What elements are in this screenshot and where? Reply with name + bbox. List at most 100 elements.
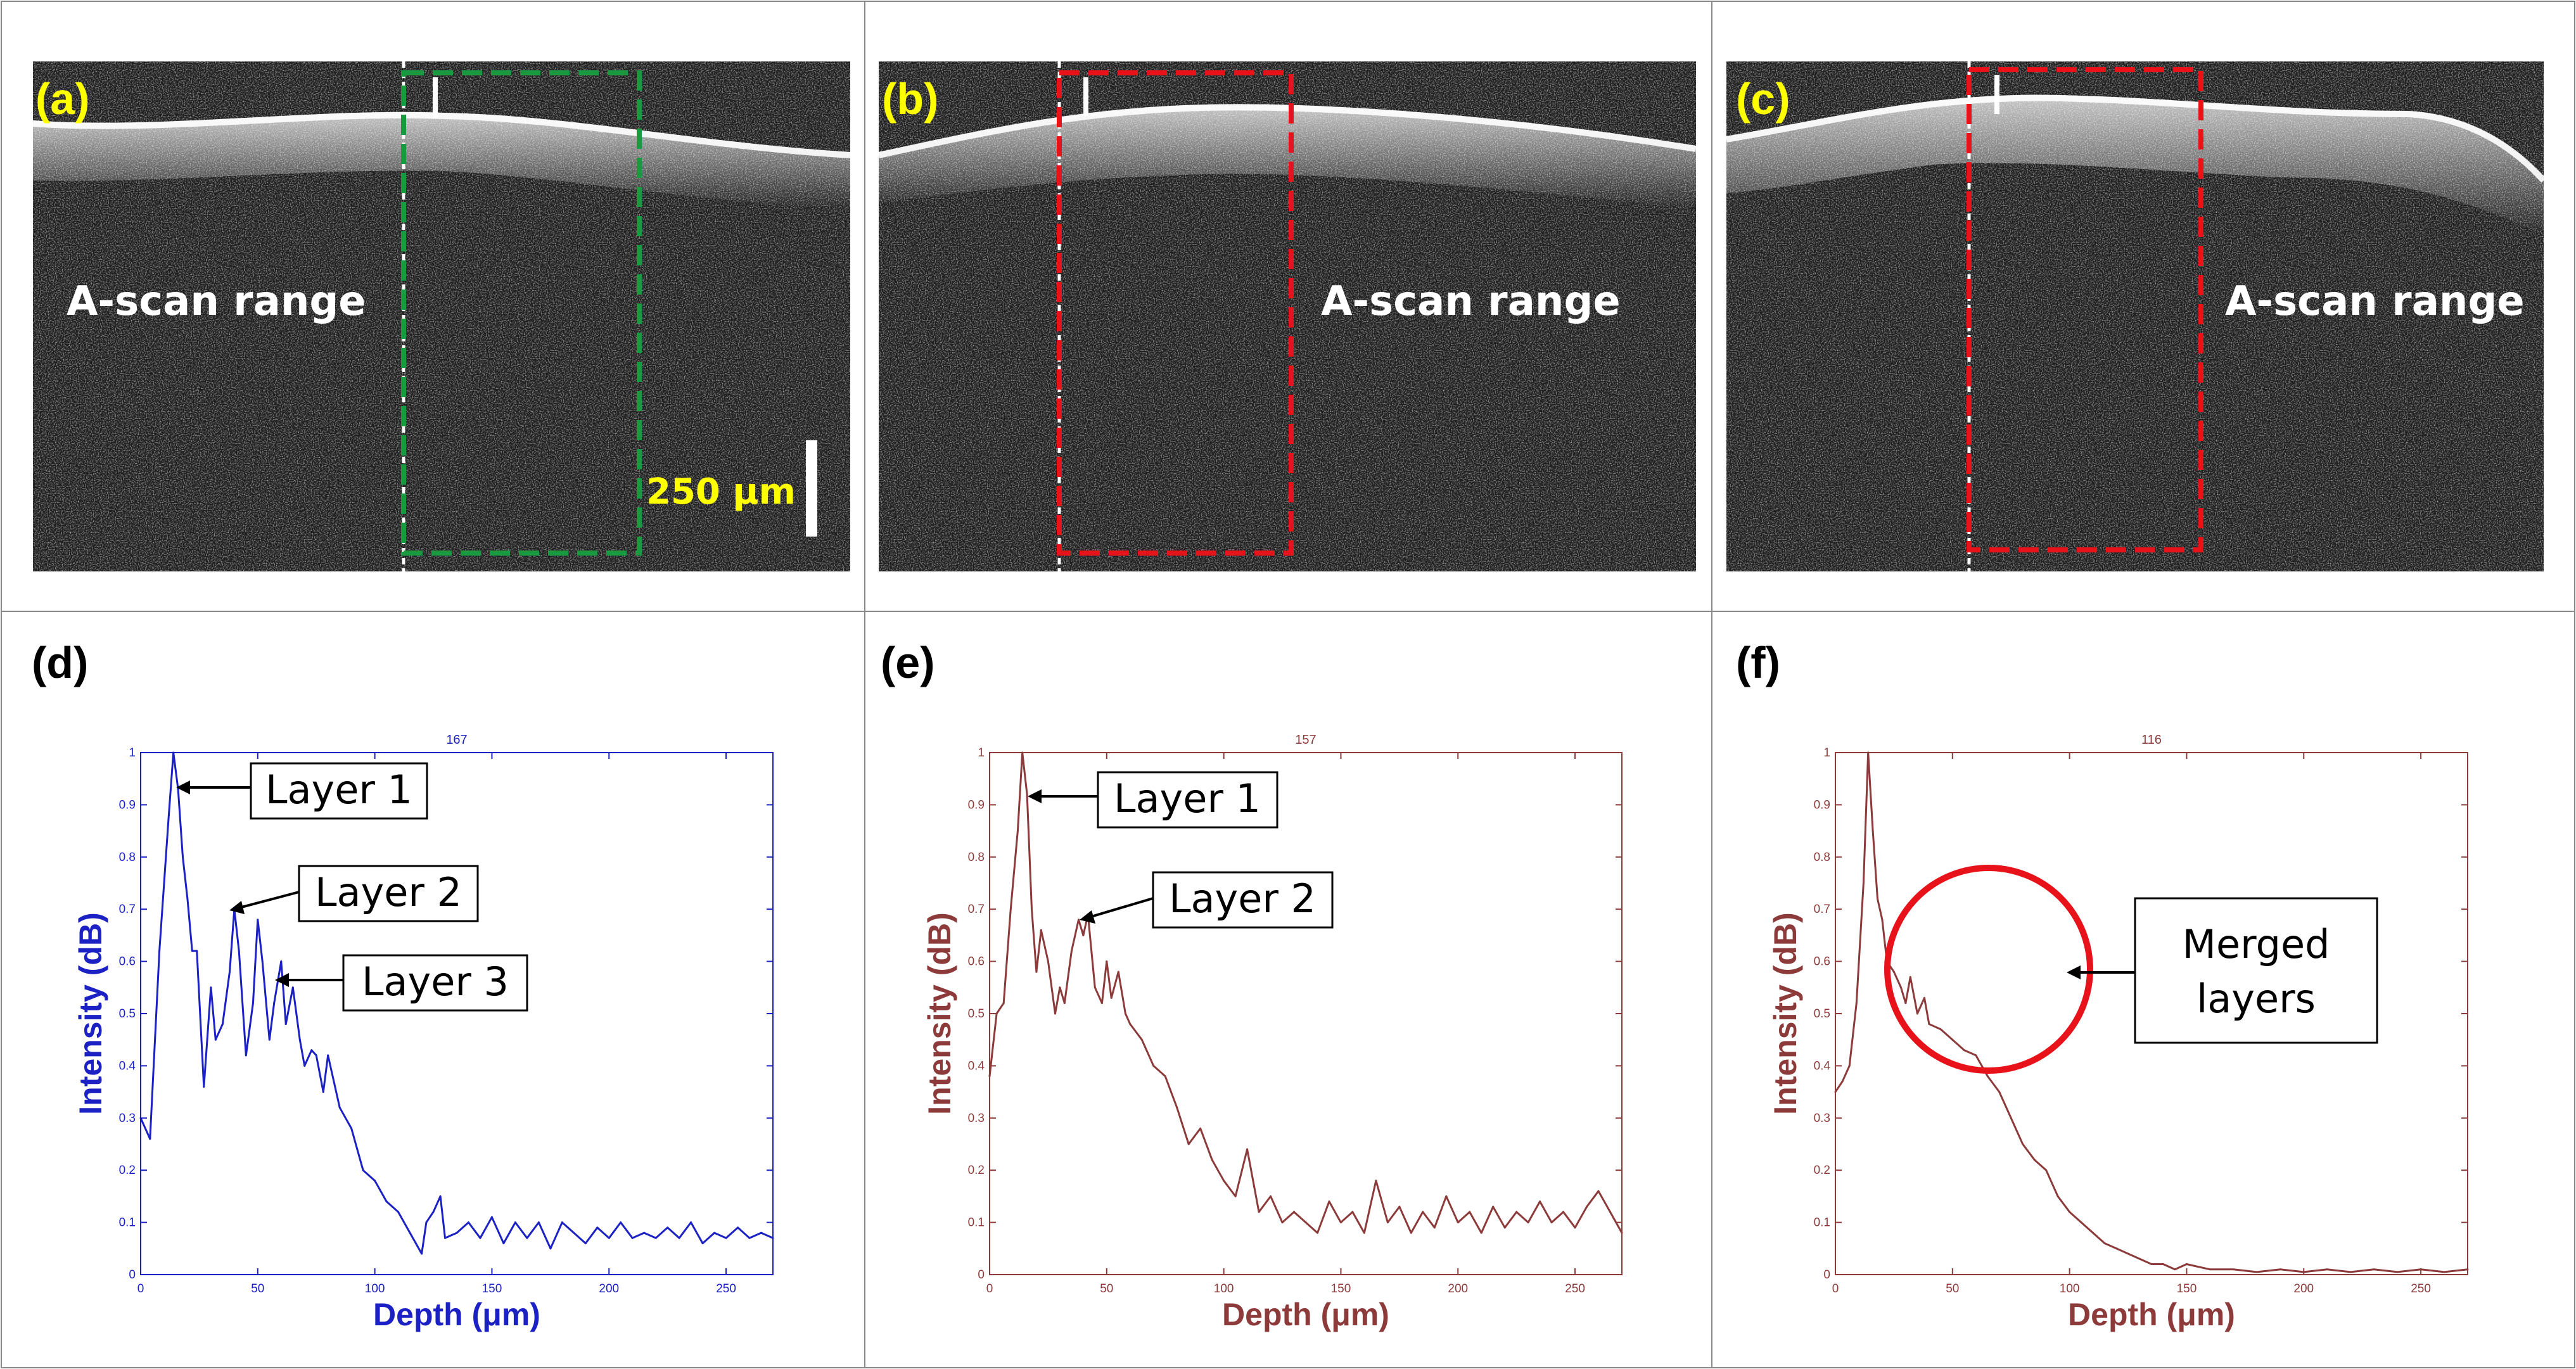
data-point <box>1106 960 1108 963</box>
data-point <box>620 1221 622 1224</box>
a-scan-marker-c <box>1994 75 1999 114</box>
plot-panel-f: (f) 0 0.1 0.2 0.3 0.4 0.5 0.6 0.7 0.8 0.9 1 0 50 100 1… <box>1736 638 2469 1332</box>
data-point <box>468 1221 469 1224</box>
data-point <box>444 1237 446 1239</box>
x-tick-label: 0 <box>137 1282 144 1296</box>
data-point <box>1975 1054 1977 1057</box>
data-point <box>1867 751 1870 754</box>
data-point <box>737 1226 739 1229</box>
data-point <box>221 1023 224 1025</box>
plot-panel-d: (d) 0 0.1 0.2 0.3 0.4 0.5 0.6 0.7 0.8 0.9 1 0 50 100 1… <box>32 638 774 1332</box>
oct-panel-a: (a) A-scan range 250 μm <box>32 61 851 571</box>
data-point <box>362 1169 364 1171</box>
oct-panel-b: (b) A-scan range <box>877 61 1697 571</box>
data-point <box>268 1038 271 1041</box>
data-point <box>2209 1268 2211 1271</box>
y-tick-label: 0.7 <box>968 903 985 916</box>
data-point <box>2056 1195 2059 1197</box>
y-tick-label: 0.9 <box>119 798 136 812</box>
data-point <box>196 950 198 952</box>
data-point <box>573 1232 575 1234</box>
data-point <box>1117 971 1119 973</box>
layer1-arrowhead-e <box>1028 789 1042 803</box>
x-axis-label: Depth (μm) <box>1222 1297 1389 1332</box>
scale-bar <box>806 440 817 537</box>
a-scan-range-box-b <box>1057 70 1294 556</box>
data-point <box>284 1023 287 1025</box>
data-point <box>1070 950 1073 952</box>
data-point <box>2349 1271 2352 1273</box>
data-point <box>1503 1226 1506 1229</box>
data-point <box>238 950 240 952</box>
data-point <box>1586 1206 1588 1208</box>
a-scan-range-label-c: A-scan range <box>2225 278 2525 325</box>
data-point <box>1881 919 1884 921</box>
data-point <box>350 1127 353 1130</box>
y-tick-label: 0 <box>129 1268 136 1282</box>
x-tick-label: 50 <box>1946 1282 1959 1296</box>
data-point <box>1129 1023 1132 1025</box>
y-tick-label: 1 <box>129 746 136 760</box>
x-tick-label: 200 <box>1448 1282 1468 1296</box>
data-point <box>2150 1263 2153 1265</box>
y-tick-label: 0.6 <box>1814 955 1830 969</box>
x-tick-label: 150 <box>482 1282 502 1296</box>
data-point <box>252 1002 254 1004</box>
y-tick-label: 0.1 <box>968 1216 985 1230</box>
data-point <box>1258 1211 1260 1213</box>
data-point <box>1410 1232 1412 1234</box>
data-point <box>701 1242 704 1245</box>
merged-label-line1: Merged <box>2183 921 2330 967</box>
a-scan-range-label-a: A-scan range <box>67 278 366 325</box>
data-point <box>1574 1226 1576 1229</box>
data-point <box>1281 1221 1284 1224</box>
y-tick-label: 0.6 <box>968 955 985 969</box>
data-point <box>1211 1159 1213 1161</box>
data-point <box>2139 1258 2141 1260</box>
oct-panel-c: (c) A-scan range <box>1726 61 2546 571</box>
chart-title: 157 <box>1295 733 1316 747</box>
x-tick-label: 150 <box>2177 1282 2197 1296</box>
data-point <box>2069 1211 2071 1213</box>
data-point <box>1047 960 1049 963</box>
data-point <box>214 1038 217 1041</box>
data-point <box>2466 1268 2469 1271</box>
data-point <box>1469 1211 1471 1213</box>
panel-label-b: (b) <box>882 74 938 124</box>
data-point <box>273 1002 276 1004</box>
data-point <box>421 1252 423 1255</box>
data-point <box>1140 1038 1143 1041</box>
data-point <box>1457 1221 1459 1224</box>
data-point <box>1445 1195 1448 1197</box>
annotations-d: Layer 1 Layer 2 Layer 3 <box>176 762 528 1012</box>
data-point <box>1386 1221 1389 1224</box>
data-point <box>1422 1211 1424 1213</box>
data-point <box>172 751 175 754</box>
data-point <box>1877 898 1878 900</box>
data-point <box>158 950 161 952</box>
y-tick-label: 0 <box>978 1268 985 1282</box>
x-tick-label: 50 <box>251 1282 264 1296</box>
data-point <box>725 1237 727 1239</box>
data-point <box>167 814 170 817</box>
data-point <box>1246 1148 1249 1150</box>
data-point <box>1031 908 1033 910</box>
data-point <box>432 1211 435 1213</box>
data-point <box>245 1054 247 1057</box>
data-point <box>1270 1195 1272 1197</box>
x-tick-label: 200 <box>599 1282 619 1296</box>
a-scan-range-box-a <box>401 70 642 556</box>
data-point <box>177 788 179 791</box>
x-tick-label: 0 <box>1832 1282 1839 1296</box>
data-point <box>2033 1159 2036 1161</box>
data-point <box>1398 1206 1401 1208</box>
data-point <box>2115 1247 2118 1250</box>
data-point <box>643 1232 646 1234</box>
data-point <box>1928 1023 1930 1025</box>
data-point <box>1351 1211 1354 1213</box>
panel-label-a: (a) <box>35 74 90 124</box>
data-point <box>1597 1190 1600 1192</box>
data-point <box>385 1200 388 1203</box>
data-point <box>425 1221 428 1224</box>
y-tick-label: 0 <box>1823 1268 1830 1282</box>
